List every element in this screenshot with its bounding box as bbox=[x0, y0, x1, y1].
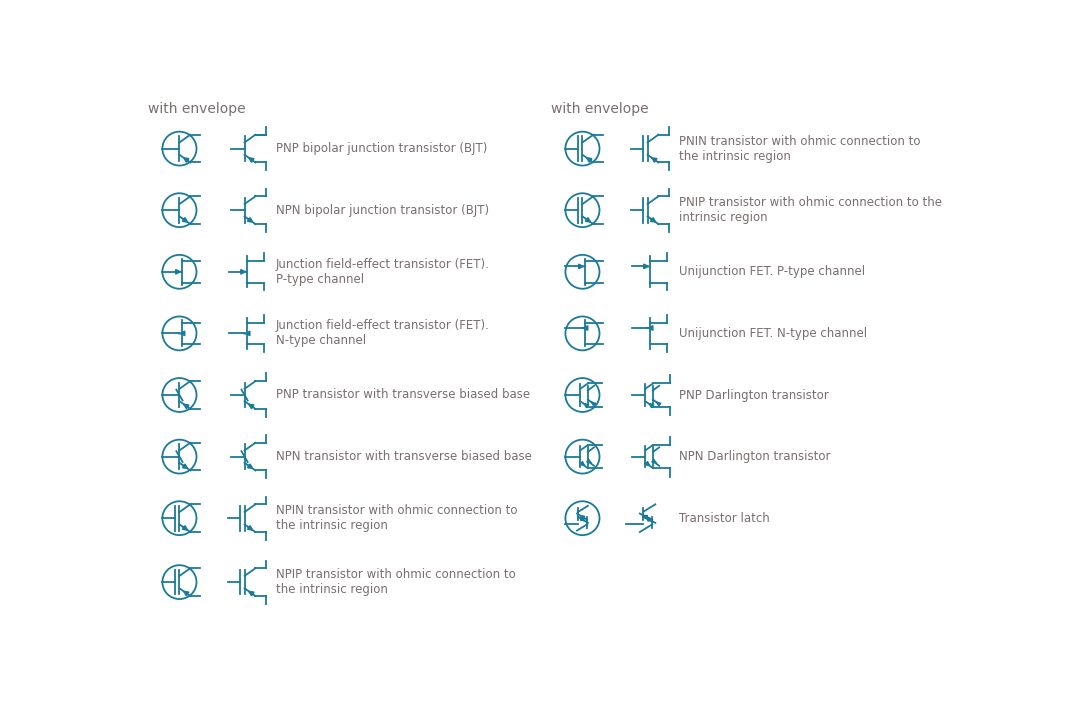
Text: Junction field-effect transistor (FET).
N-type channel: Junction field-effect transistor (FET). … bbox=[275, 320, 490, 347]
Text: PNP Darlington transistor: PNP Darlington transistor bbox=[679, 389, 829, 402]
Text: NPN Darlington transistor: NPN Darlington transistor bbox=[679, 450, 830, 463]
Text: Unijunction FET. P-type channel: Unijunction FET. P-type channel bbox=[679, 265, 865, 278]
Text: with envelope: with envelope bbox=[552, 102, 649, 117]
Text: with envelope: with envelope bbox=[148, 102, 246, 117]
Text: PNIN transistor with ohmic connection to
the intrinsic region: PNIN transistor with ohmic connection to… bbox=[679, 135, 920, 162]
Text: Transistor latch: Transistor latch bbox=[679, 512, 769, 525]
Text: NPIN transistor with ohmic connection to
the intrinsic region: NPIN transistor with ohmic connection to… bbox=[275, 504, 518, 532]
Text: Junction field-effect transistor (FET).
P-type channel: Junction field-effect transistor (FET). … bbox=[275, 258, 490, 286]
Text: PNP bipolar junction transistor (BJT): PNP bipolar junction transistor (BJT) bbox=[275, 142, 487, 155]
Text: PNP transistor with transverse biased base: PNP transistor with transverse biased ba… bbox=[275, 389, 529, 402]
Text: NPIP transistor with ohmic connection to
the intrinsic region: NPIP transistor with ohmic connection to… bbox=[275, 568, 515, 596]
Text: NPN transistor with transverse biased base: NPN transistor with transverse biased ba… bbox=[275, 450, 532, 463]
Text: PNIP transistor with ohmic connection to the
intrinsic region: PNIP transistor with ohmic connection to… bbox=[679, 196, 942, 224]
Text: Unijunction FET. N-type channel: Unijunction FET. N-type channel bbox=[679, 327, 866, 340]
Text: NPN bipolar junction transistor (BJT): NPN bipolar junction transistor (BJT) bbox=[275, 204, 489, 217]
